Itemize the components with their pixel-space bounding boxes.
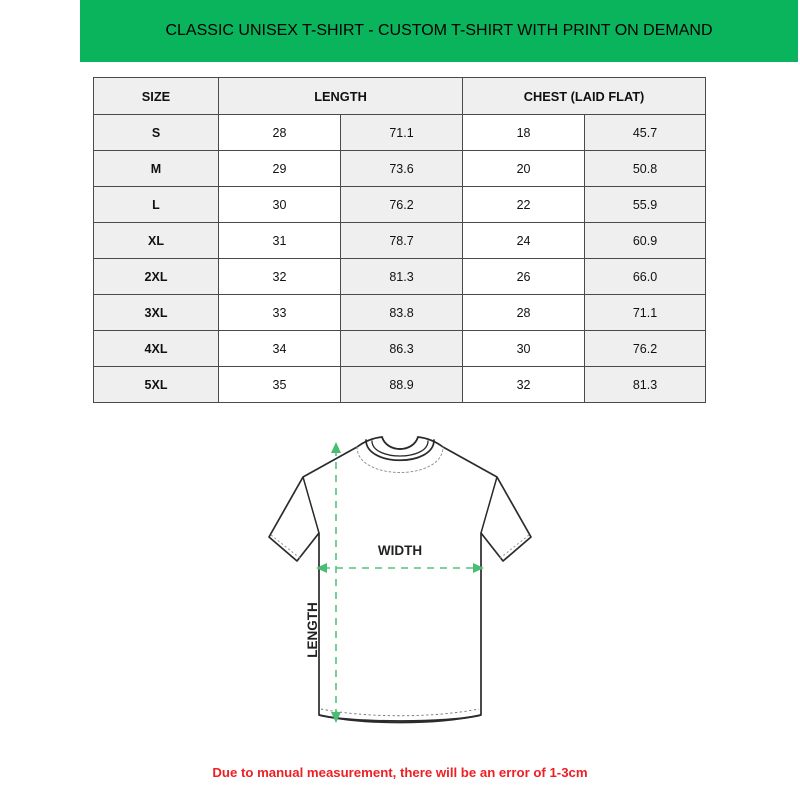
table-row: S 28 71.1 18 45.7	[93, 114, 707, 151]
cell-size: M	[93, 150, 219, 187]
cell-chest-cm: 45.7	[584, 114, 707, 151]
column-header-size: SIZE	[93, 77, 219, 115]
cell-chest-cm: 50.8	[584, 150, 707, 187]
cell-chest-cm: 81.3	[584, 366, 707, 403]
guide-arrowheads	[316, 442, 484, 723]
cell-size: 2XL	[93, 258, 219, 295]
cell-length-in: 32	[218, 258, 341, 295]
width-label: WIDTH	[378, 543, 422, 558]
length-label: LENGTH	[305, 602, 320, 658]
table-row: 5XL 35 88.9 32 81.3	[93, 366, 707, 403]
measurement-guides	[323, 449, 477, 716]
cell-chest-cm: 60.9	[584, 222, 707, 259]
cell-chest-in: 22	[462, 186, 586, 223]
cell-length-in: 33	[218, 294, 341, 331]
table-row: XL 31 78.7 24 60.9	[93, 222, 707, 259]
page-title: CLASSIC UNISEX T-SHIRT - CUSTOM T-SHIRT …	[165, 22, 713, 39]
cell-chest-cm: 66.0	[584, 258, 707, 295]
tshirt-outline-icon	[268, 436, 532, 722]
measurement-disclaimer: Due to manual measurement, there will be…	[212, 765, 588, 780]
cell-chest-cm: 76.2	[584, 330, 707, 367]
cell-chest-cm: 71.1	[584, 294, 707, 331]
table-row: 4XL 34 86.3 30 76.2	[93, 330, 707, 367]
width-arrow-left-icon	[316, 563, 327, 573]
cell-length-cm: 81.3	[339, 258, 464, 295]
table-row: 3XL 33 83.8 28 71.1	[93, 294, 707, 331]
cell-chest-in: 30	[462, 330, 586, 367]
cell-size: 3XL	[93, 294, 219, 331]
cell-size: 5XL	[93, 366, 219, 403]
cell-length-cm: 78.7	[339, 222, 464, 259]
cell-length-cm: 71.1	[339, 114, 464, 151]
right-armhole-seam	[480, 476, 498, 534]
cell-chest-cm: 55.9	[584, 186, 707, 223]
table-row: 2XL 32 81.3 26 66.0	[93, 258, 707, 295]
column-header-chest: CHEST (LAID FLAT)	[462, 77, 707, 115]
cell-size: L	[93, 186, 219, 223]
collar-icon	[356, 436, 444, 473]
cell-length-in: 31	[218, 222, 341, 259]
cell-chest-in: 24	[462, 222, 586, 259]
table-row: L 30 76.2 22 55.9	[93, 186, 707, 223]
cell-length-in: 29	[218, 150, 341, 187]
cell-length-cm: 83.8	[339, 294, 464, 331]
cell-size: S	[93, 114, 219, 151]
cell-chest-in: 26	[462, 258, 586, 295]
left-sleeve-stitch-line	[270, 534, 302, 560]
header-banner: CLASSIC UNISEX T-SHIRT - CUSTOM T-SHIRT …	[80, 0, 798, 62]
right-sleeve-stitch-line	[498, 534, 530, 560]
length-arrow-down-icon	[331, 712, 341, 723]
cell-size: XL	[93, 222, 219, 259]
size-chart-table: SIZE LENGTH CHEST (LAID FLAT) S 28 71.1 18 4…	[93, 77, 707, 403]
left-armhole-seam	[302, 476, 320, 534]
cell-length-in: 35	[218, 366, 341, 403]
cell-chest-in: 32	[462, 366, 586, 403]
table-row: M 29 73.6 20 50.8	[93, 150, 707, 187]
cell-length-in: 28	[218, 114, 341, 151]
cell-length-in: 30	[218, 186, 341, 223]
cell-length-in: 34	[218, 330, 341, 367]
column-header-length: LENGTH	[217, 77, 464, 115]
cell-chest-in: 28	[462, 294, 586, 331]
cell-chest-in: 18	[462, 114, 586, 151]
tshirt-diagram: WIDTH LENGTH	[235, 425, 565, 750]
cell-chest-in: 20	[462, 150, 586, 187]
cell-size: 4XL	[93, 330, 219, 367]
cell-length-cm: 88.9	[339, 366, 464, 403]
length-arrow-up-icon	[331, 442, 341, 453]
cell-length-cm: 73.6	[339, 150, 464, 187]
cell-length-cm: 76.2	[339, 186, 464, 223]
width-arrow-right-icon	[473, 563, 484, 573]
table-header-row: SIZE LENGTH CHEST (LAID FLAT)	[93, 77, 707, 115]
cell-length-cm: 86.3	[339, 330, 464, 367]
